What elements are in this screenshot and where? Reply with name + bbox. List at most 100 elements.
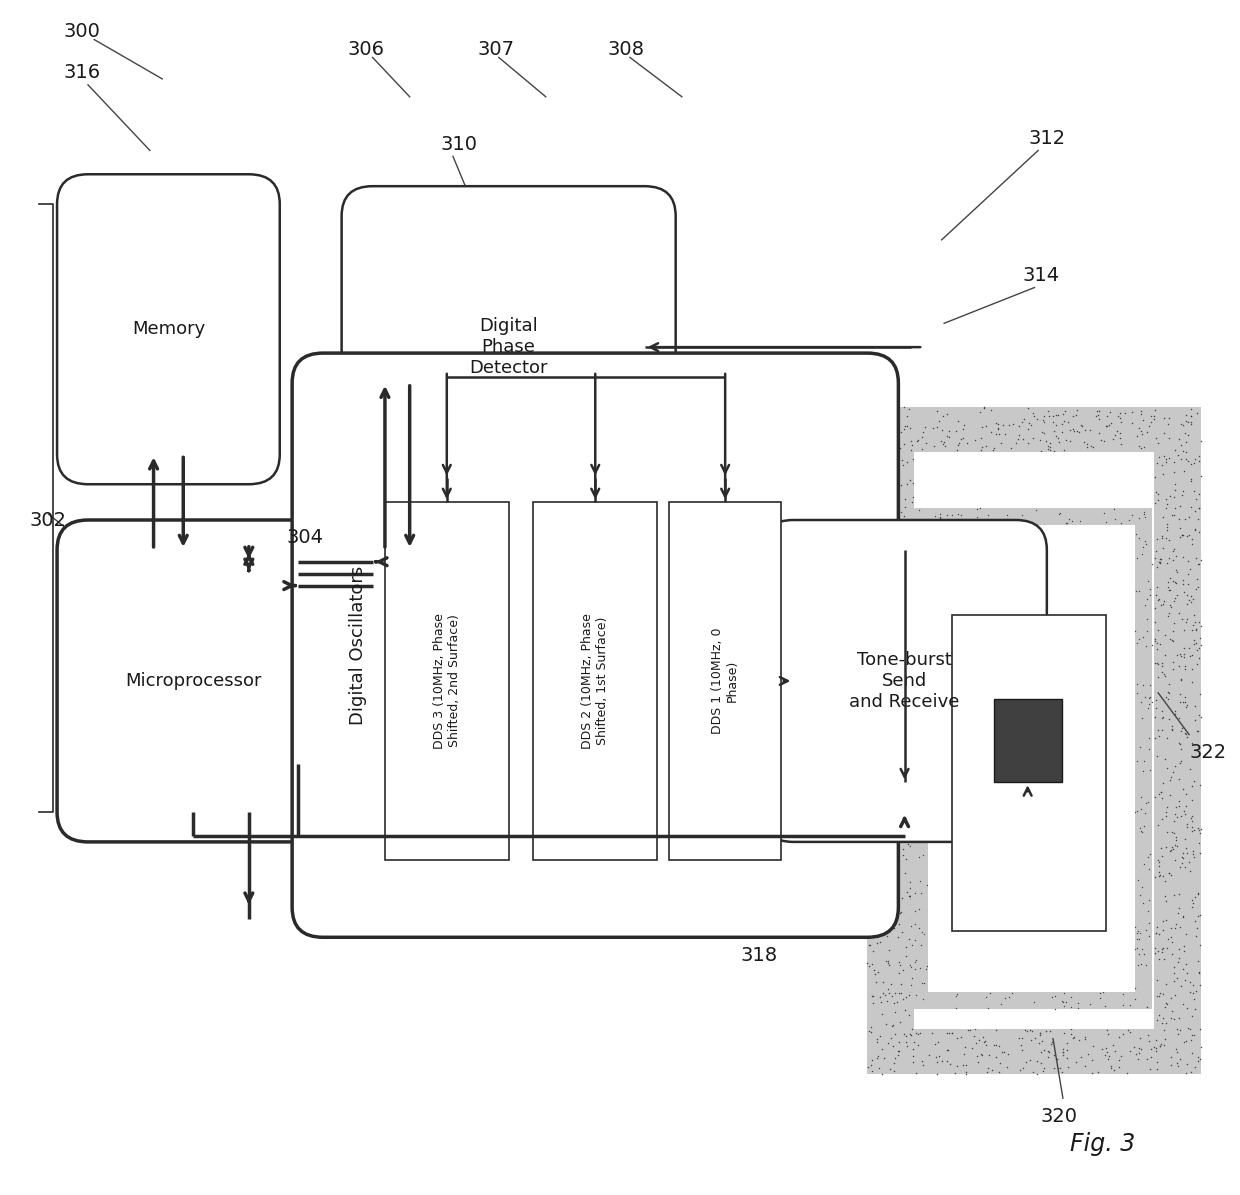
Point — [863, 416, 883, 435]
Point — [1122, 413, 1142, 433]
Point — [1187, 403, 1207, 422]
Point — [1131, 692, 1151, 711]
Point — [888, 857, 908, 876]
Point — [1044, 1046, 1064, 1065]
Point — [1184, 989, 1204, 1009]
Point — [1130, 436, 1149, 455]
Point — [1187, 620, 1207, 639]
Point — [996, 988, 1016, 1007]
Point — [918, 564, 937, 583]
Point — [868, 629, 888, 648]
Point — [892, 587, 911, 606]
Point — [1153, 920, 1173, 939]
Point — [901, 606, 921, 625]
Point — [1132, 709, 1152, 728]
Point — [1192, 431, 1211, 451]
Point — [1097, 416, 1117, 435]
Point — [905, 914, 925, 933]
Point — [1171, 734, 1190, 753]
Point — [1159, 771, 1179, 790]
Point — [1038, 436, 1058, 455]
Point — [892, 688, 911, 707]
Point — [928, 1052, 947, 1071]
Point — [867, 485, 887, 504]
Point — [884, 759, 904, 778]
Point — [872, 412, 892, 431]
Point — [873, 662, 893, 681]
Point — [894, 434, 914, 453]
Point — [897, 453, 916, 472]
Point — [888, 911, 908, 930]
Point — [895, 497, 915, 516]
Point — [966, 1034, 986, 1053]
Point — [1167, 968, 1187, 987]
Point — [1148, 667, 1168, 686]
Point — [1148, 620, 1168, 639]
Point — [863, 942, 883, 961]
Point — [874, 841, 894, 860]
Point — [859, 893, 879, 912]
Point — [1064, 1028, 1084, 1047]
Point — [1110, 403, 1130, 422]
Point — [899, 1006, 919, 1025]
Point — [1021, 416, 1040, 435]
Point — [1097, 1025, 1117, 1044]
Point — [898, 717, 918, 736]
Point — [955, 1037, 975, 1056]
Point — [893, 710, 913, 729]
Point — [918, 532, 937, 551]
Point — [1148, 434, 1168, 453]
Point — [897, 1027, 916, 1046]
Point — [988, 424, 1008, 443]
Point — [978, 505, 998, 525]
Point — [1147, 940, 1167, 960]
Point — [898, 615, 918, 635]
Point — [975, 1032, 994, 1052]
Point — [862, 1022, 882, 1041]
Point — [884, 1054, 904, 1073]
Point — [873, 456, 893, 476]
Point — [1147, 529, 1167, 549]
Point — [903, 758, 923, 777]
Point — [1176, 442, 1195, 461]
Point — [915, 768, 935, 788]
Point — [903, 925, 923, 944]
Point — [1140, 890, 1159, 909]
Point — [1174, 942, 1194, 961]
Point — [911, 791, 931, 810]
Point — [1158, 428, 1178, 447]
Point — [895, 650, 915, 669]
Point — [900, 1024, 920, 1043]
Point — [954, 429, 973, 448]
Point — [890, 902, 910, 921]
Point — [1053, 992, 1073, 1011]
Point — [1187, 981, 1207, 1000]
Point — [1192, 467, 1211, 486]
Point — [1180, 808, 1200, 827]
Point — [1089, 405, 1109, 424]
Point — [1149, 553, 1169, 572]
Point — [874, 1048, 894, 1067]
Point — [861, 753, 880, 772]
Point — [929, 412, 949, 431]
Point — [878, 478, 898, 497]
Point — [1131, 799, 1151, 819]
Point — [903, 679, 923, 698]
Point — [889, 963, 909, 982]
Point — [900, 719, 920, 739]
Point — [879, 790, 899, 809]
Point — [1096, 513, 1116, 532]
Point — [873, 789, 893, 808]
Point — [1156, 994, 1176, 1013]
Point — [1173, 693, 1193, 712]
Point — [879, 940, 899, 960]
Point — [879, 772, 899, 791]
Point — [1052, 415, 1071, 434]
Point — [1161, 580, 1180, 599]
Point — [1063, 406, 1083, 425]
Point — [1190, 905, 1210, 924]
Point — [877, 433, 897, 452]
Point — [1190, 1019, 1210, 1038]
Point — [1180, 862, 1200, 881]
Point — [939, 1024, 959, 1043]
